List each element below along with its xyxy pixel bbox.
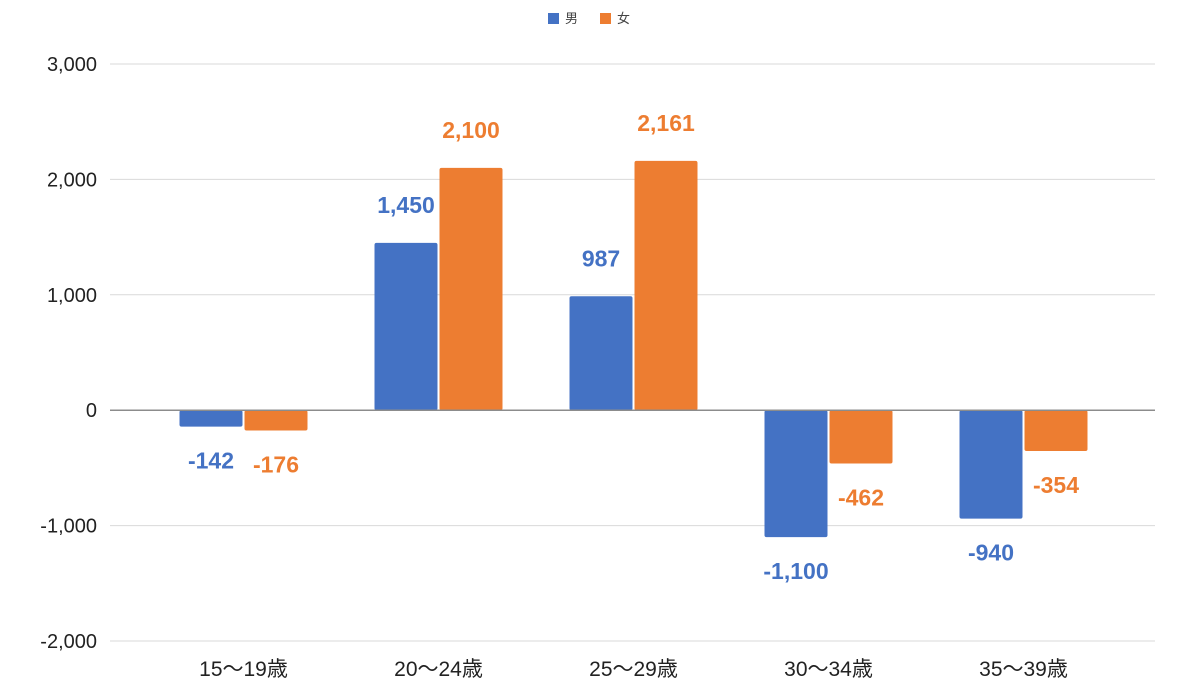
legend-label: 男 [565,11,578,26]
data-label: 2,161 [637,110,695,136]
bar-male-3 [764,410,828,538]
bar-male-4 [959,410,1023,519]
data-label: -354 [1033,472,1079,498]
legend-swatch [548,13,559,24]
data-label: -462 [838,485,884,511]
gridlines [110,63,1155,642]
y-tick-label: 3,000 [47,54,97,76]
y-tick-label: -2,000 [40,631,97,653]
legend-label: 女 [617,11,630,26]
legend-swatch [600,13,611,24]
x-tick-label: 20〜24歳 [394,658,483,681]
data-label: -1,100 [763,558,828,584]
y-tick-label: -1,000 [40,516,97,538]
bar-male-1 [374,242,438,411]
data-label: -940 [968,540,1014,566]
data-label: -142 [188,448,234,474]
x-tick-label: 35〜39歳 [979,658,1068,681]
bar-female-4 [1024,410,1088,452]
data-label: 987 [582,245,620,271]
data-label: -176 [253,452,299,478]
bar-female-1 [439,167,503,411]
y-tick-label: 1,000 [47,285,97,307]
data-label: 1,450 [377,192,435,218]
bar-male-2 [569,296,633,411]
y-tick-label: 2,000 [47,169,97,191]
x-tick-label: 25〜29歳 [589,658,678,681]
bar-male-0 [179,410,243,427]
y-tick-label: 0 [86,400,97,422]
bars [179,160,1088,538]
y-axis: 3,000 2,000 1,000 0 -1,000 -2,000 [40,54,97,653]
data-labels: -142 -176 1,450 2,100 987 2,161 -1,100 -462 -940… [188,110,1079,584]
bar-female-2 [634,160,698,411]
x-axis: 15〜19歳 20〜24歳 25〜29歳 30〜34歳 35〜39歳 [199,658,1068,681]
bar-female-3 [829,410,893,464]
x-tick-label: 30〜34歳 [784,658,873,681]
x-tick-label: 15〜19歳 [199,658,288,681]
bar-female-0 [244,410,308,431]
data-label: 2,100 [442,117,500,143]
legend: 男女 [548,11,630,26]
